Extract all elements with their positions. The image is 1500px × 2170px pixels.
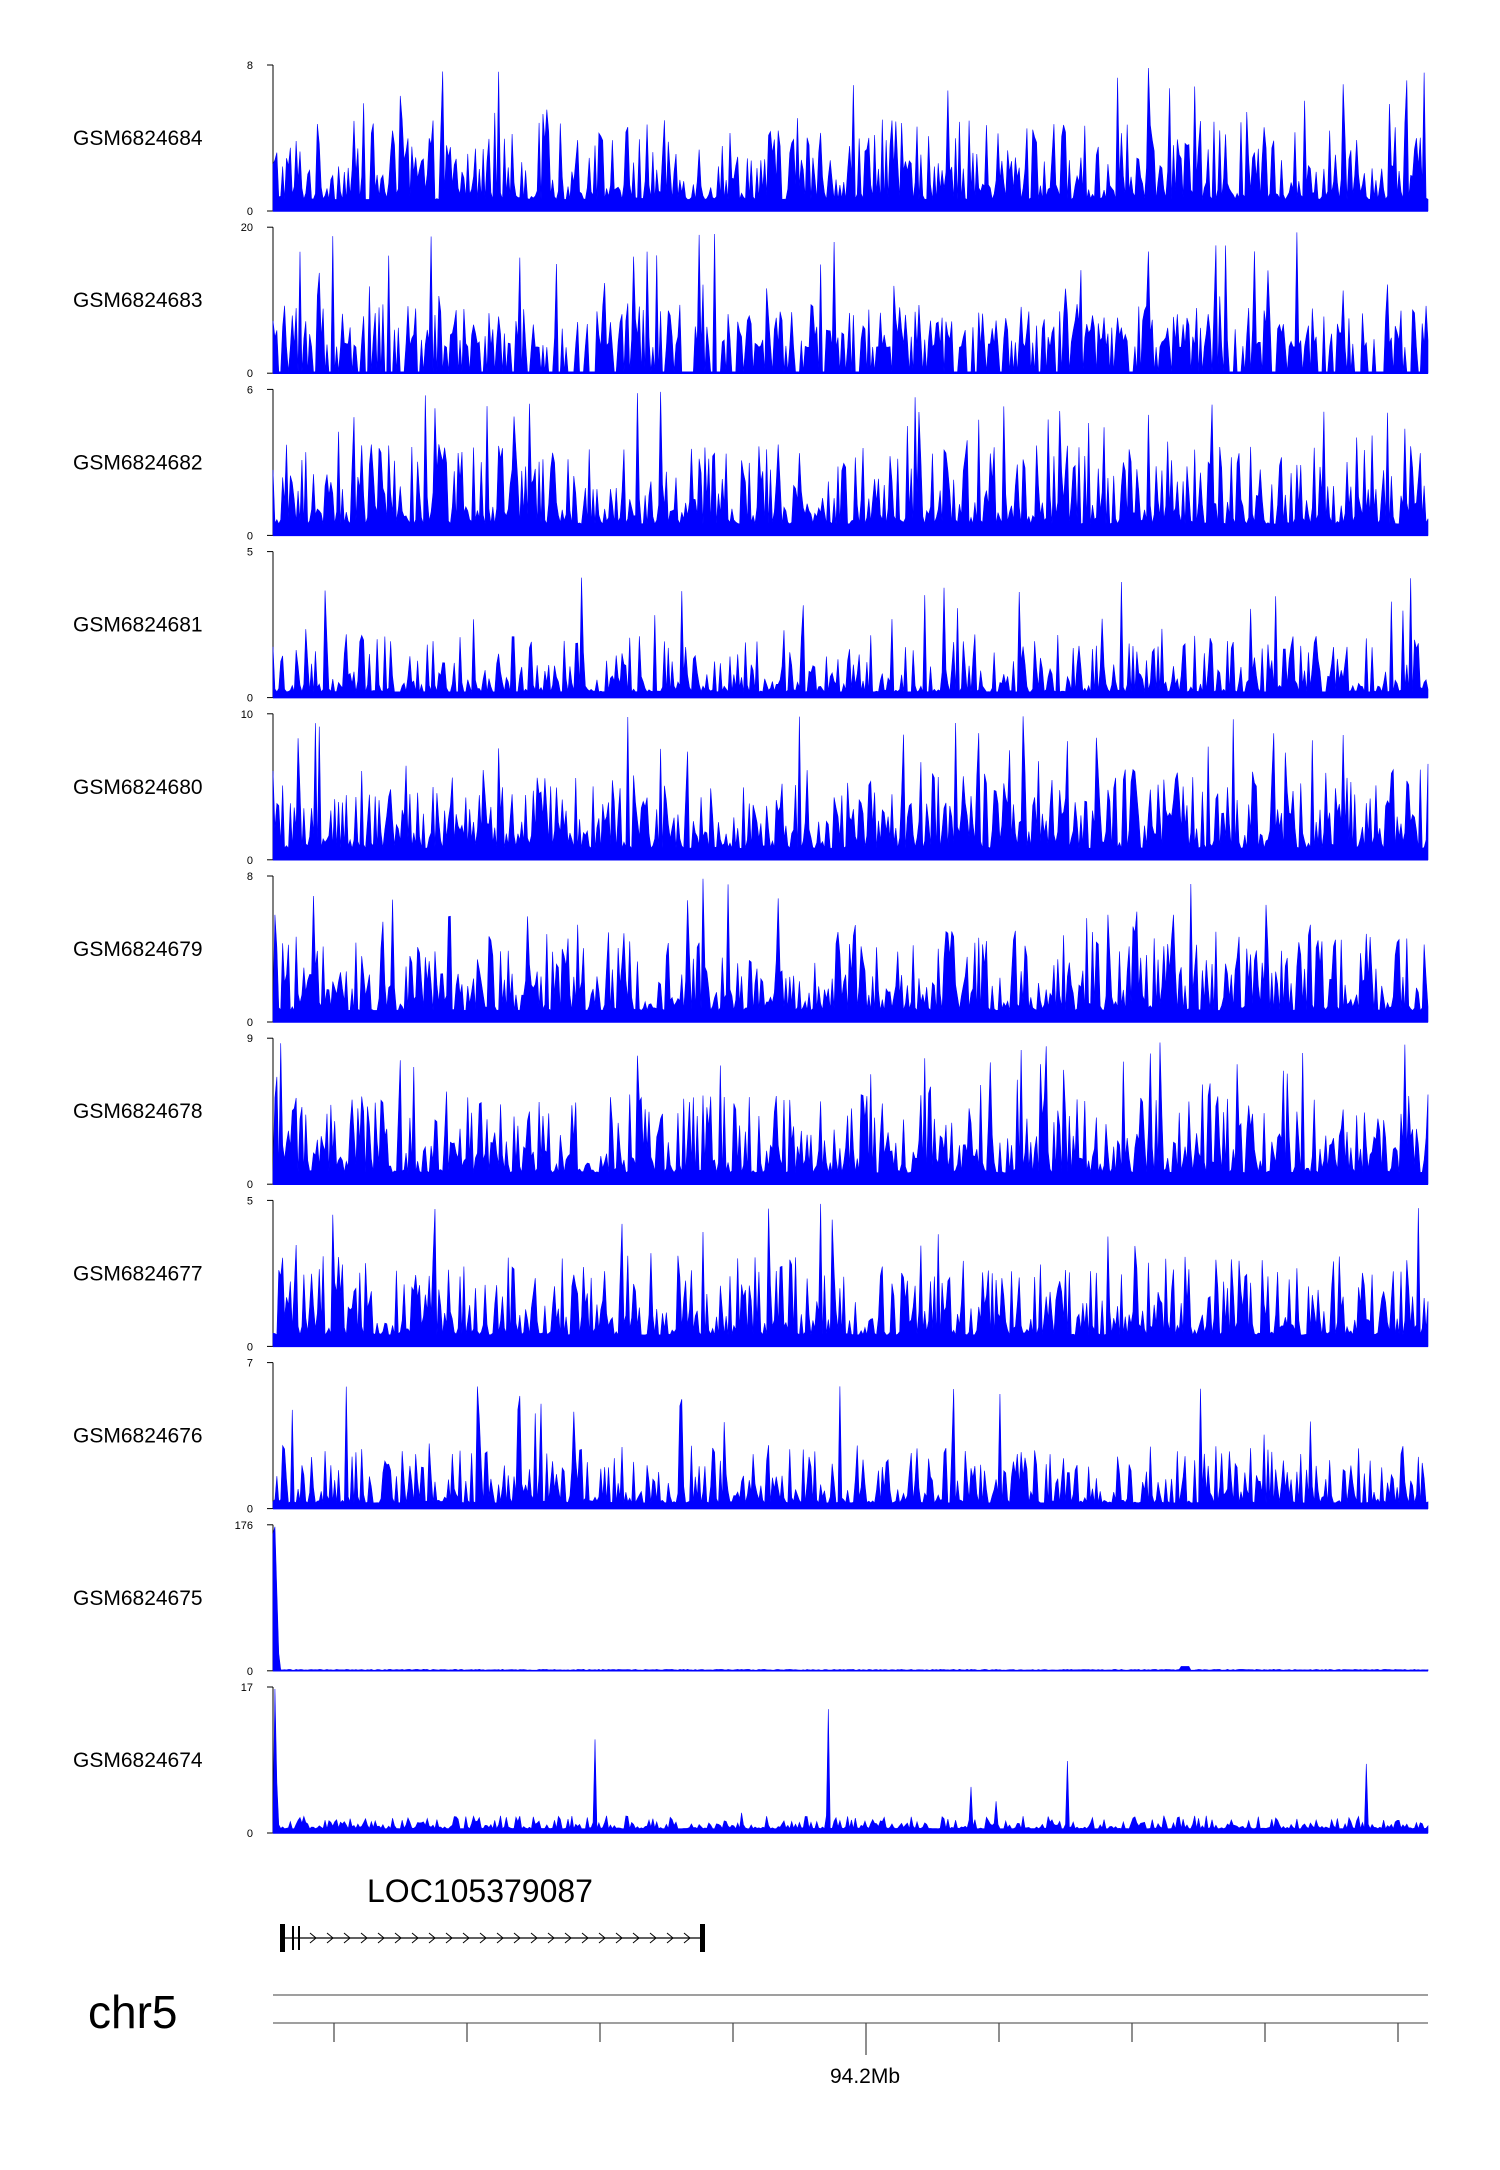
- strand-arrow: [496, 1932, 504, 1944]
- strand-arrow: [462, 1932, 470, 1944]
- track-GSM6824674: GSM6824674 17 0: [73, 1682, 1429, 1840]
- track-label: GSM6824679: [73, 938, 203, 961]
- strand-arrow: [581, 1932, 589, 1944]
- strand-arrow: [632, 1932, 640, 1944]
- track-label: GSM6824674: [73, 1749, 203, 1772]
- signal-area: [272, 1042, 1429, 1185]
- y-min-label: 0: [247, 1017, 253, 1029]
- track-GSM6824677: GSM6824677 5 0: [73, 1195, 1429, 1353]
- track-GSM6824675: GSM6824675 176 0: [73, 1520, 1429, 1678]
- y-max-label: 5: [247, 1195, 253, 1207]
- strand-arrow: [615, 1932, 623, 1944]
- y-min-label: 0: [247, 1666, 253, 1678]
- track-label: GSM6824684: [73, 127, 203, 150]
- signal-tracks: GSM682468480GSM6824683200GSM682468260GSM…: [73, 60, 1429, 1840]
- strand-arrow: [360, 1932, 368, 1944]
- y-max-label: 7: [247, 1358, 253, 1370]
- y-min-label: 0: [247, 855, 253, 867]
- signal-area: [272, 1688, 1429, 1834]
- gene-exon: [292, 1926, 294, 1950]
- track-label: GSM6824683: [73, 289, 203, 312]
- track-label: GSM6824675: [73, 1587, 203, 1610]
- track-GSM6824682: GSM6824682 6 0: [73, 384, 1429, 542]
- gene-name-label: LOC105379087: [367, 1873, 593, 1909]
- track-label: GSM6824678: [73, 1100, 203, 1123]
- strand-arrow: [394, 1932, 402, 1944]
- gene-annotation: LOC105379087: [280, 1873, 705, 1952]
- track-GSM6824678: GSM6824678 9 0: [73, 1033, 1429, 1191]
- strand-arrow: [683, 1932, 691, 1944]
- track-label: GSM6824682: [73, 451, 203, 474]
- y-max-label: 5: [247, 547, 253, 559]
- signal-area: [272, 1526, 1429, 1672]
- chromosome-label: chr5: [88, 1986, 177, 2038]
- y-max-label: 8: [247, 871, 253, 883]
- strand-arrow: [428, 1932, 436, 1944]
- track-label: GSM6824677: [73, 1262, 203, 1285]
- strand-arrow: [411, 1932, 419, 1944]
- y-max-label: 9: [247, 1033, 253, 1045]
- y-min-label: 0: [247, 1179, 253, 1191]
- track-GSM6824676: GSM6824676 7 0: [73, 1358, 1429, 1516]
- y-min-label: 0: [247, 368, 253, 380]
- signal-area: [272, 577, 1429, 698]
- signal-area: [272, 391, 1429, 536]
- gene-exon-start: [280, 1924, 285, 1952]
- strand-arrow: [513, 1932, 521, 1944]
- strand-arrow: [326, 1932, 334, 1944]
- track-GSM6824681: GSM6824681 5 0: [73, 547, 1429, 705]
- strand-arrow: [479, 1932, 487, 1944]
- y-min-label: 0: [247, 1828, 253, 1840]
- y-min-label: 0: [247, 1341, 253, 1353]
- strand-arrow: [649, 1932, 657, 1944]
- strand-arrow: [377, 1932, 385, 1944]
- strand-arrow: [564, 1932, 572, 1944]
- y-max-label: 176: [235, 1520, 253, 1532]
- track-GSM6824683: GSM6824683 20 0: [73, 222, 1429, 380]
- y-min-label: 0: [247, 530, 253, 542]
- track-GSM6824684: GSM6824684 8 0: [73, 60, 1429, 218]
- gene-exon: [298, 1926, 300, 1950]
- signal-area: [272, 878, 1429, 1023]
- gene-exon-end: [700, 1924, 705, 1952]
- chromosome-axis: chr5 94.2Mb: [88, 1986, 1428, 2088]
- y-min-label: 0: [247, 206, 253, 218]
- strand-arrow: [547, 1932, 555, 1944]
- track-GSM6824680: GSM6824680 10 0: [73, 709, 1429, 867]
- signal-area: [272, 716, 1429, 861]
- track-GSM6824679: GSM6824679 8 0: [73, 871, 1429, 1029]
- y-max-label: 20: [241, 222, 253, 234]
- strand-arrow: [343, 1932, 351, 1944]
- track-label: GSM6824681: [73, 614, 203, 637]
- position-label: 94.2Mb: [830, 2065, 900, 2088]
- y-max-label: 17: [241, 1682, 253, 1694]
- strand-arrow: [309, 1932, 317, 1944]
- strand-arrow: [530, 1932, 538, 1944]
- strand-arrow: [598, 1932, 606, 1944]
- y-min-label: 0: [247, 693, 253, 705]
- strand-arrow: [445, 1932, 453, 1944]
- track-label: GSM6824676: [73, 1425, 203, 1448]
- y-max-label: 10: [241, 709, 253, 721]
- signal-area: [272, 1203, 1429, 1347]
- y-max-label: 8: [247, 60, 253, 72]
- signal-area: [272, 67, 1429, 212]
- track-label: GSM6824680: [73, 776, 203, 799]
- y-max-label: 6: [247, 384, 253, 396]
- signal-area: [272, 232, 1429, 374]
- strand-arrow: [666, 1932, 674, 1944]
- y-min-label: 0: [247, 1504, 253, 1516]
- signal-area: [272, 1386, 1429, 1509]
